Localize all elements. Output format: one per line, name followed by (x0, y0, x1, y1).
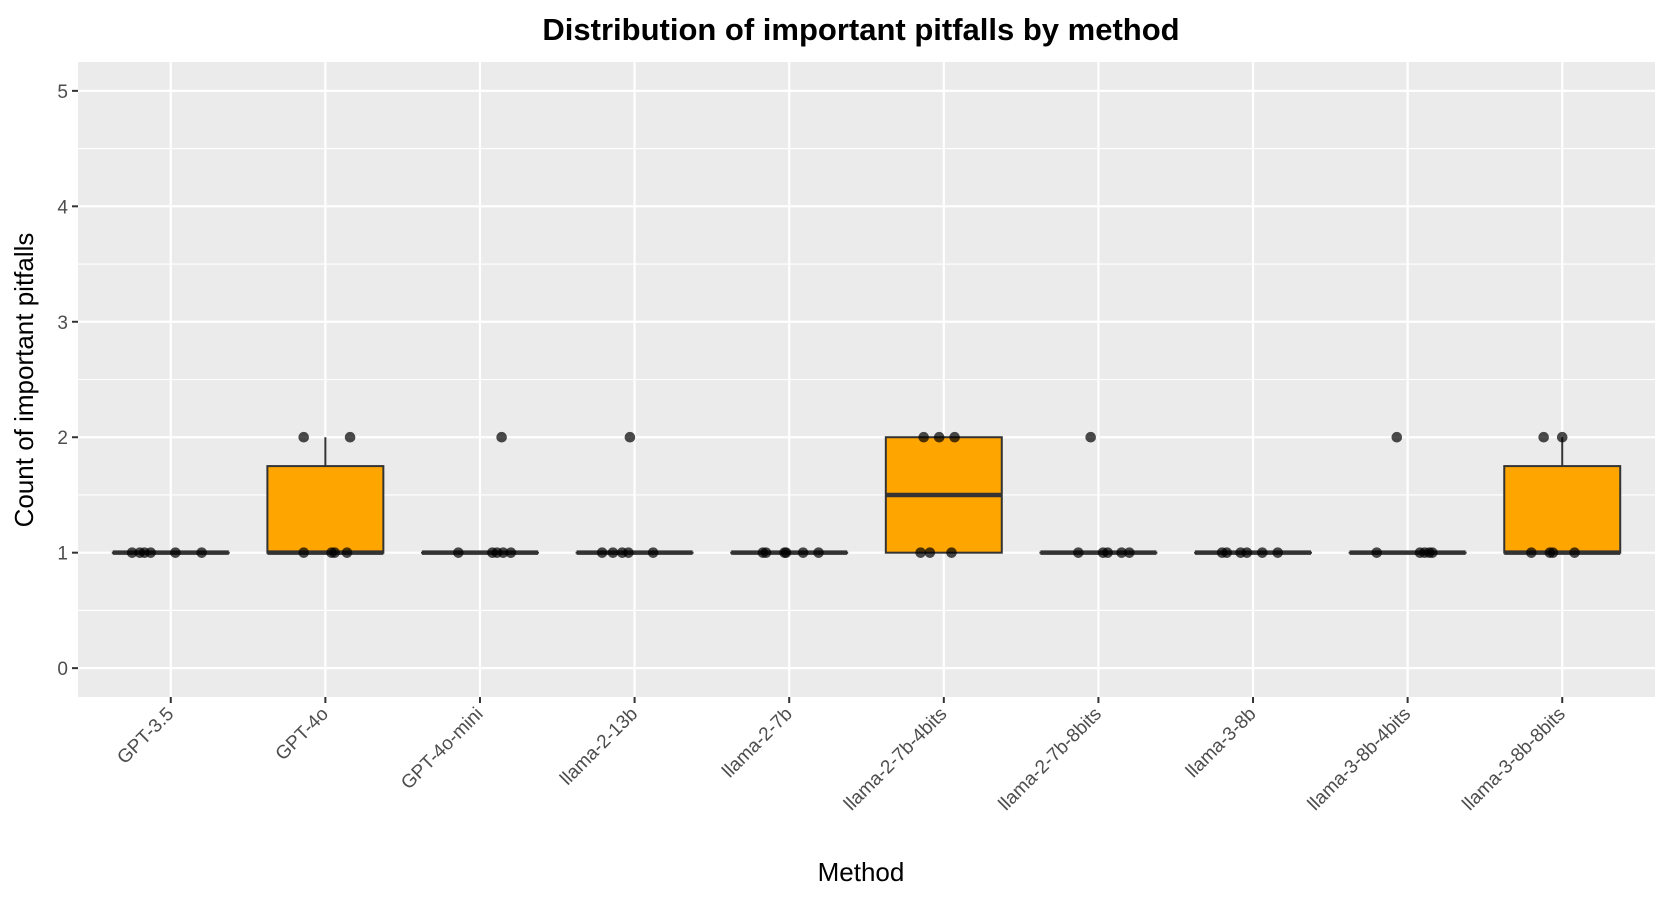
chart-title: Distribution of important pitfalls by me… (542, 12, 1179, 47)
data-point (505, 547, 517, 558)
data-point (497, 547, 509, 558)
data-point (596, 547, 608, 558)
x-tick-label: GPT-4o-mini (397, 704, 487, 794)
x-tick-label: llama-2-7b-8bits (995, 704, 1106, 815)
x-tick-label: llama-3-8b-4bits (1304, 704, 1415, 815)
data-point (1538, 431, 1549, 443)
boxes-layer (111, 436, 1622, 555)
y-tick-label: 2 (57, 428, 68, 449)
data-point (1569, 547, 1580, 558)
box-iqr (1503, 465, 1622, 554)
points-layer (126, 431, 1580, 558)
data-point (496, 431, 507, 443)
data-point (1256, 547, 1268, 558)
data-point (1124, 547, 1135, 558)
x-axis-title: Method (818, 857, 905, 887)
data-point (813, 547, 824, 558)
data-point (949, 431, 960, 443)
data-point (1102, 547, 1113, 558)
data-point (1371, 547, 1383, 558)
data-point (344, 431, 356, 443)
data-point (1221, 547, 1233, 558)
data-point (915, 547, 926, 558)
data-point (933, 431, 945, 443)
data-point (453, 547, 464, 558)
data-point (1241, 547, 1253, 558)
box-iqr (266, 465, 385, 554)
data-point (126, 547, 138, 558)
data-point (329, 547, 340, 558)
y-axis-title: Count of important pitfalls (9, 233, 39, 528)
x-tick-label: llama-3-8b-8bits (1459, 704, 1570, 815)
x-tick-label: llama-2-7b-4bits (840, 704, 951, 815)
data-point (170, 547, 181, 558)
data-point (918, 431, 930, 443)
data-point (1116, 547, 1127, 558)
major-gridlines (78, 62, 1655, 697)
data-point (1085, 431, 1096, 443)
data-point (1556, 431, 1568, 443)
data-point (1526, 547, 1537, 558)
data-point (1073, 547, 1084, 558)
data-point (298, 547, 310, 558)
data-point (946, 547, 957, 558)
data-point (1427, 547, 1438, 558)
data-point (623, 547, 634, 558)
data-point (1391, 431, 1403, 443)
data-point (1547, 547, 1559, 558)
y-tick-label: 5 (57, 82, 68, 103)
x-tick-label: GPT-4o (272, 704, 333, 765)
data-point (780, 547, 792, 558)
data-point (924, 547, 936, 558)
x-tick-label: llama-2-13b (556, 704, 642, 790)
data-point (341, 547, 353, 558)
y-tick-label: 4 (57, 197, 68, 218)
data-point (624, 431, 636, 443)
data-point (298, 431, 310, 443)
data-point (797, 547, 809, 558)
data-point (145, 547, 156, 558)
data-point (607, 547, 619, 558)
y-axis: 0 1 2 3 4 5 (57, 82, 78, 680)
data-point (1272, 547, 1284, 558)
y-tick-label: 0 (57, 659, 68, 680)
data-point (647, 547, 659, 558)
y-tick-label: 1 (57, 544, 68, 565)
data-point (760, 547, 772, 558)
x-tick-label: llama-2-7b (718, 704, 796, 782)
data-point (196, 547, 207, 558)
x-tick-label: llama-3-8b (1182, 704, 1260, 782)
y-tick-label: 3 (57, 313, 68, 334)
x-tick-label: GPT-3.5 (113, 704, 178, 769)
x-axis: GPT-3.5 GPT-4o GPT-4o-mini llama-2-13b llama… (113, 697, 1570, 815)
